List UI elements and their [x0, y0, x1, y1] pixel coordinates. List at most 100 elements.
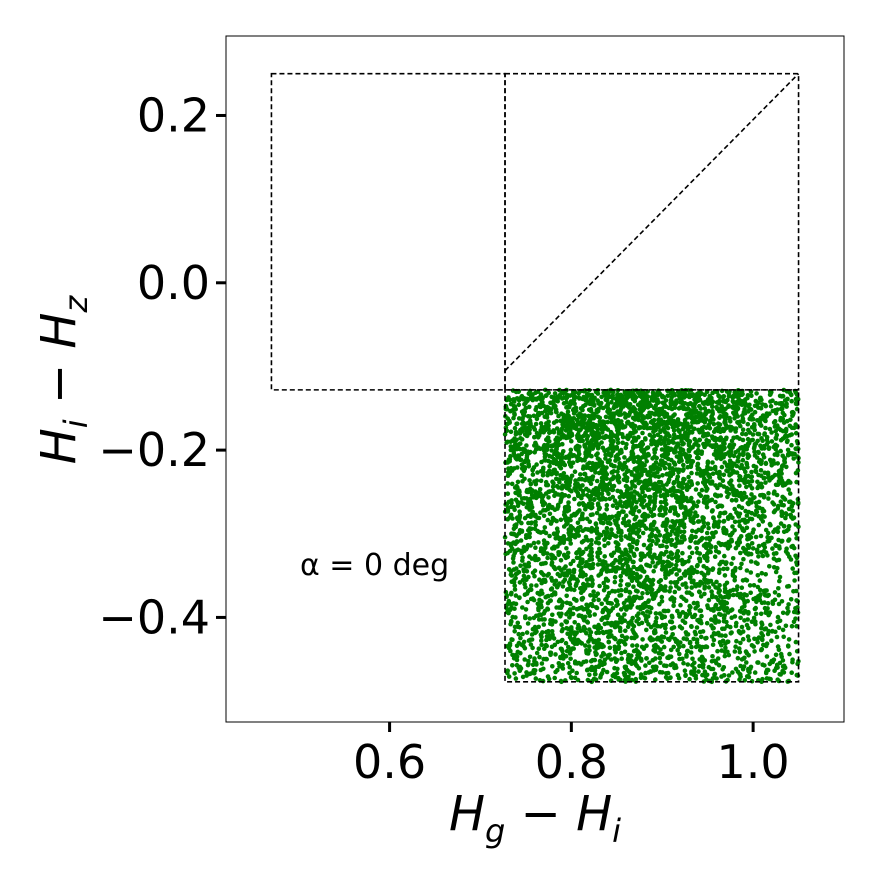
scatter-point	[519, 520, 524, 526]
scatter-point	[720, 638, 726, 644]
scatter-point	[689, 624, 694, 629]
scatter-point	[656, 410, 662, 416]
scatter-point	[745, 598, 750, 604]
scatter-point	[626, 652, 631, 658]
scatter-point	[543, 491, 549, 496]
scatter-point	[721, 615, 727, 621]
scatter-point	[532, 624, 538, 630]
scatter-point	[719, 447, 725, 453]
scatter-point	[574, 670, 579, 676]
scatter-point	[569, 431, 574, 436]
scatter-point	[534, 405, 539, 410]
scatter-point	[684, 654, 689, 659]
scatter-point	[784, 418, 790, 424]
scatter-point	[629, 622, 635, 627]
scatter-point	[674, 579, 680, 585]
scatter-point	[785, 605, 790, 611]
scatter-point	[758, 443, 763, 449]
scatter-point	[604, 465, 609, 470]
scatter-point	[752, 423, 757, 428]
scatter-point	[545, 442, 550, 448]
scatter-point	[761, 475, 767, 481]
scatter-point	[523, 614, 528, 619]
scatter-point	[551, 428, 556, 433]
scatter-point	[550, 443, 556, 449]
scatter-point	[755, 561, 760, 566]
scatter-point	[559, 426, 565, 431]
scatter-point	[662, 414, 667, 420]
scatter-point	[524, 564, 529, 569]
scatter-point	[609, 562, 614, 567]
scatter-point	[637, 425, 642, 430]
scatter-point	[523, 546, 529, 552]
scatter-point	[715, 656, 721, 661]
scatter-point	[630, 408, 635, 413]
scatter-point	[564, 648, 570, 654]
scatter-point	[779, 654, 784, 659]
scatter-point	[624, 441, 629, 447]
scatter-point	[735, 454, 741, 460]
scatter-point	[572, 620, 577, 625]
scatter-point	[542, 451, 547, 456]
scatter-point	[525, 414, 531, 419]
scatter-point	[734, 620, 739, 626]
scatter-point	[591, 597, 596, 603]
scatter-point	[615, 440, 621, 446]
scatter-point	[572, 587, 577, 593]
scatter-point	[511, 505, 517, 510]
scatter-point	[769, 430, 774, 435]
scatter-point	[717, 415, 722, 421]
scatter-point	[782, 458, 787, 464]
scatter-point	[721, 525, 727, 531]
scatter-point	[607, 568, 612, 574]
scatter-point	[790, 413, 795, 419]
scatter-point	[759, 436, 764, 441]
scatter-point	[671, 603, 676, 609]
scatter-point	[714, 404, 719, 410]
scatter-point	[681, 529, 687, 535]
scatter-point	[700, 471, 705, 477]
scatter-point	[689, 567, 694, 573]
scatter-point	[524, 487, 530, 493]
scatter-point	[693, 487, 699, 492]
scatter-point	[732, 649, 738, 654]
scatter-point	[521, 448, 527, 454]
scatter-point	[711, 516, 716, 521]
scatter-point	[776, 592, 782, 598]
scatter-point	[586, 494, 592, 500]
scatter-point	[657, 655, 663, 661]
scatter-point	[507, 499, 513, 505]
scatter-point	[555, 667, 560, 673]
scatter-point	[728, 448, 734, 454]
scatter-point	[714, 456, 720, 461]
scatter-point	[661, 663, 667, 668]
scatter-point	[631, 598, 637, 604]
scatter-point	[704, 389, 710, 395]
scatter-point	[608, 552, 614, 558]
scatter-point	[532, 443, 537, 448]
scatter-point	[602, 543, 607, 549]
scatter-point	[734, 638, 739, 644]
scatter-point	[640, 530, 646, 536]
scatter-point	[537, 491, 543, 496]
scatter-point	[609, 487, 615, 493]
scatter-point	[774, 558, 779, 563]
scatter-point	[536, 646, 542, 651]
scatter-point	[651, 506, 657, 512]
scatter-point	[666, 655, 672, 661]
scatter-point	[519, 437, 525, 442]
scatter-point	[608, 634, 613, 639]
scatter-point	[730, 524, 735, 529]
scatter-point	[764, 608, 769, 614]
scatter-point	[738, 663, 743, 669]
scatter-point	[791, 619, 797, 625]
scatter-point	[630, 537, 636, 542]
scatter-point	[730, 404, 735, 410]
scatter-point	[532, 630, 538, 636]
scatter-point	[727, 543, 733, 549]
scatter-point	[732, 578, 737, 583]
scatter-point	[578, 456, 583, 462]
scatter-point	[625, 390, 630, 396]
scatter-point	[758, 468, 764, 473]
scatter-point	[772, 489, 777, 495]
